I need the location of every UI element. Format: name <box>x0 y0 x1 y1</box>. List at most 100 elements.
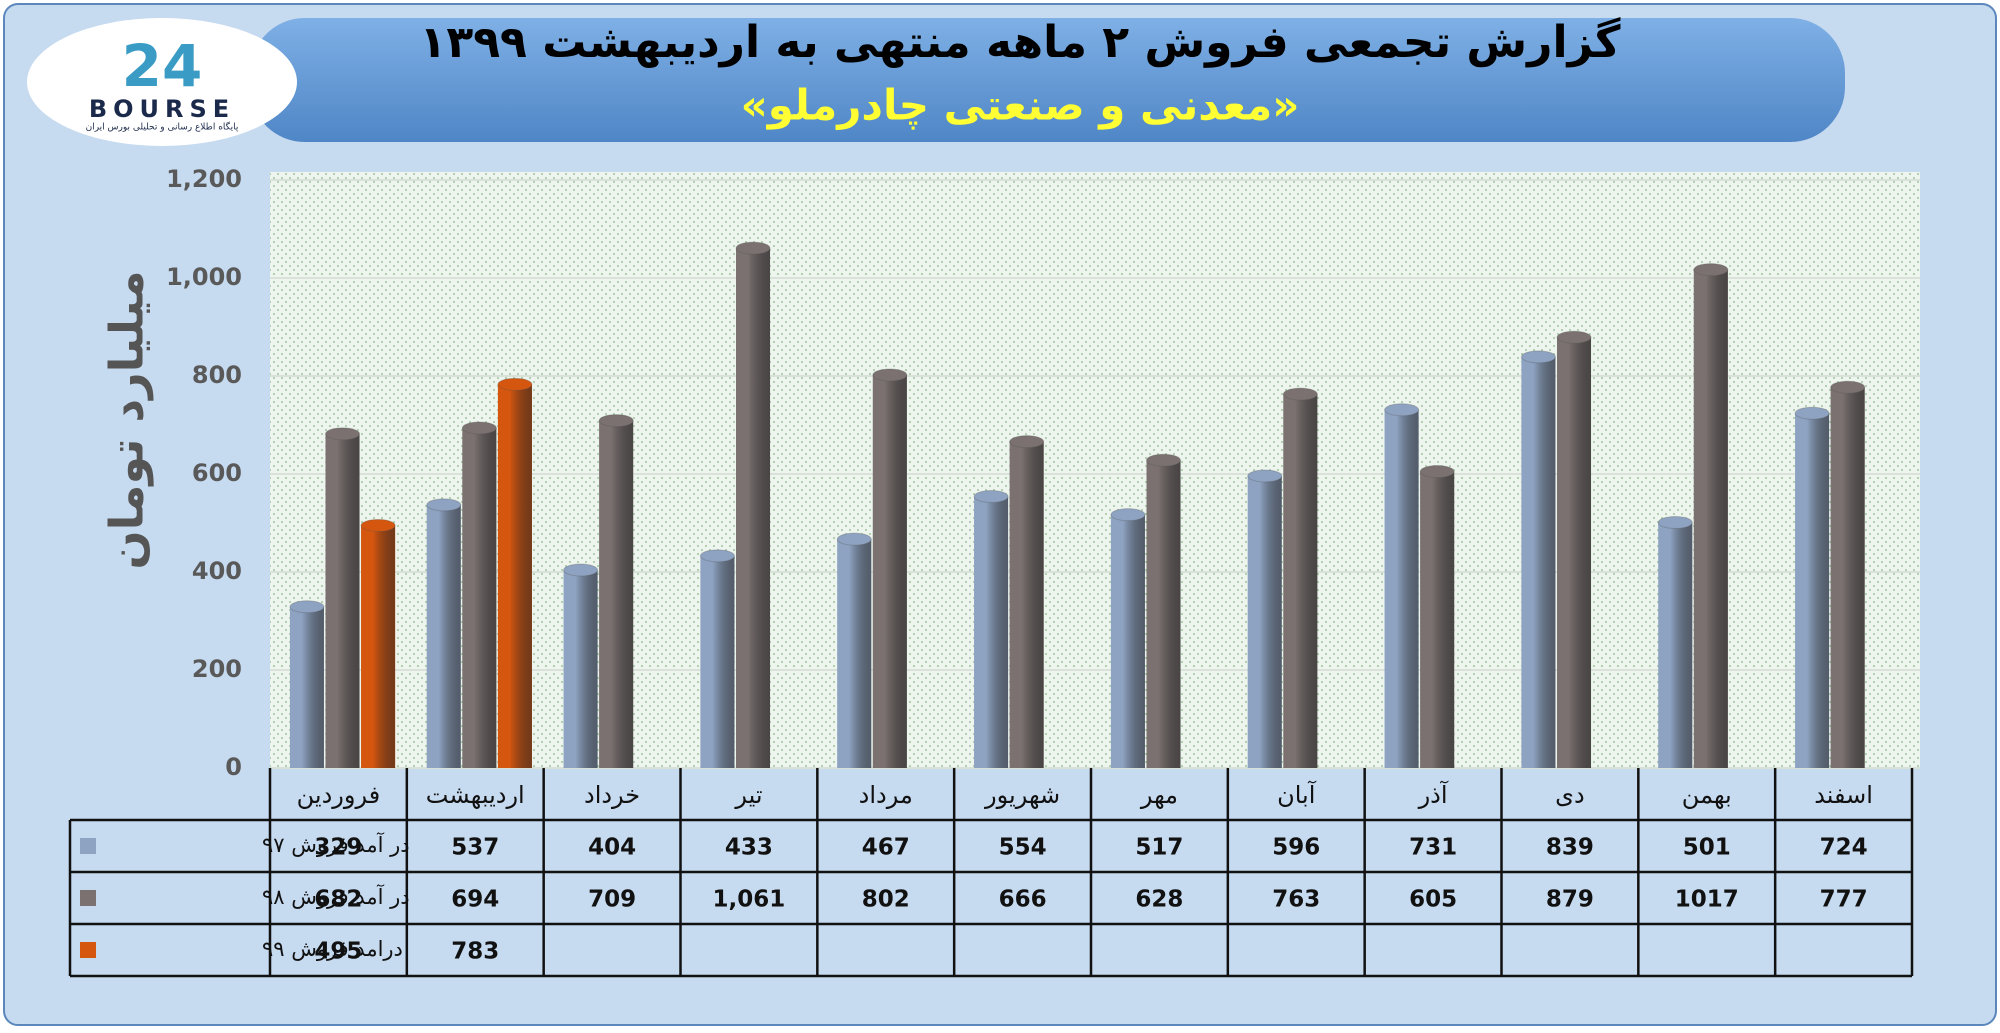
bar-shade <box>289 606 324 768</box>
bar-cap <box>1657 516 1693 530</box>
table-cell: 777 <box>1820 887 1868 913</box>
y-tick-label: 0 <box>225 753 242 781</box>
bar-cap <box>461 421 497 435</box>
table-cell: 879 <box>1546 887 1594 913</box>
y-tick-label: 600 <box>192 459 242 487</box>
x-tick-label: آبان <box>1277 780 1317 809</box>
table-cell: 329 <box>314 835 362 861</box>
bar-cap <box>1110 508 1146 522</box>
bar-cap <box>1247 469 1283 483</box>
bar-shade <box>1146 460 1181 768</box>
table-cell: 802 <box>862 887 910 913</box>
bar-cap <box>699 549 735 563</box>
bar-shade <box>462 427 497 768</box>
table-cell: 467 <box>862 835 910 861</box>
title-banner <box>250 18 1845 142</box>
table-cell: 596 <box>1272 835 1320 861</box>
y-tick-label: 1,200 <box>166 165 242 193</box>
x-tick-label: شهریور <box>984 781 1060 809</box>
bar-shade <box>1247 475 1282 768</box>
table-cell: 517 <box>1135 835 1183 861</box>
x-tick-label: آذر <box>1418 780 1449 809</box>
bar-shade <box>1795 413 1830 768</box>
logo-tagline: پایگاه اطلاع رسانی و تحلیلی بورس ایران <box>86 121 239 133</box>
bar-cap <box>1282 387 1318 401</box>
x-tick-label: خرداد <box>584 781 640 809</box>
bar-cap <box>598 414 634 428</box>
y-tick-label: 1,000 <box>166 263 242 291</box>
table-cell: 501 <box>1683 835 1731 861</box>
x-tick-label: مرداد <box>859 781 913 809</box>
bar-shade <box>974 496 1009 768</box>
table-cell: 628 <box>1135 887 1183 913</box>
table-cell: 605 <box>1409 887 1457 913</box>
bar-shade <box>426 504 461 768</box>
x-tick-label: اسفند <box>1814 781 1873 809</box>
legend-swatch <box>80 890 96 906</box>
x-tick-label: دی <box>1555 781 1584 809</box>
bar-shade <box>1283 394 1318 768</box>
x-tick-label: بهمن <box>1682 781 1732 809</box>
bar-cap <box>1146 453 1182 467</box>
bar-cap <box>325 427 361 441</box>
table-cell: 1017 <box>1675 887 1739 913</box>
table-cell: 495 <box>314 939 362 965</box>
table-cell: 682 <box>314 887 362 913</box>
x-tick-label: مهر <box>1140 781 1178 809</box>
table-cell: 694 <box>451 887 499 913</box>
legend-label: در آمد فروش ۹۸ <box>262 884 410 909</box>
bar-shade <box>325 433 360 768</box>
table-cell: 731 <box>1409 835 1457 861</box>
bar-shade <box>1658 522 1693 768</box>
bar-cap <box>1693 263 1729 277</box>
bar-cap <box>563 563 599 577</box>
bar-shade <box>563 570 598 768</box>
table-cell: 537 <box>451 835 499 861</box>
bar-cap <box>1830 380 1866 394</box>
logo-name: BOURSE <box>89 95 235 123</box>
bar-shade <box>700 555 735 768</box>
bar-shade <box>497 384 532 768</box>
bar-cap <box>836 532 872 546</box>
x-tick-label: تیر <box>734 781 762 809</box>
logo-mark: 24 <box>122 32 203 100</box>
bar-shade <box>1110 514 1145 768</box>
bar-cap <box>1556 330 1592 344</box>
bar-cap <box>289 600 325 614</box>
bar-cap <box>426 498 462 512</box>
y-tick-label: 400 <box>192 557 242 585</box>
legend-label: در آمد فروش ۹۷ <box>262 832 410 857</box>
chart-title: گزارش تجمعی فروش ۲ ماهه منتهی به اردیبهش… <box>419 16 1620 68</box>
plot-area <box>270 172 1920 768</box>
table-cell: 1,061 <box>713 887 786 913</box>
table-cell: 433 <box>725 835 773 861</box>
table-cell: 724 <box>1820 835 1868 861</box>
bar-cap <box>497 377 533 391</box>
bar-cap <box>973 490 1009 504</box>
legend-swatch <box>80 942 96 958</box>
bar-shade <box>1521 356 1556 768</box>
bar-shade <box>1009 441 1044 768</box>
table-cell: 666 <box>999 887 1047 913</box>
bar-cap <box>360 518 396 532</box>
table-cell: 839 <box>1546 835 1594 861</box>
table-cell: 554 <box>999 835 1047 861</box>
y-tick-label: 800 <box>192 361 242 389</box>
bar-cap <box>1009 435 1045 449</box>
table-cell: 783 <box>451 939 499 965</box>
logo: 24 BOURSE پایگاه اطلاع رسانی و تحلیلی بو… <box>27 18 297 146</box>
bar-cap <box>1384 403 1420 417</box>
y-axis-label: میلیارد تومان <box>100 270 154 569</box>
bar-shade <box>1693 269 1728 768</box>
bar-cap <box>1520 350 1556 364</box>
bar-shade <box>1384 409 1419 768</box>
bar-shade <box>1830 387 1865 768</box>
bar-cap <box>872 368 908 382</box>
bar-shade <box>599 420 634 768</box>
bar-shade <box>1420 471 1455 768</box>
chart-subtitle: «معدنی و صنعتی چادرملو» <box>741 81 1300 131</box>
bar-shade <box>837 539 872 768</box>
bar-cap <box>1794 406 1830 420</box>
bar-shade <box>736 248 771 769</box>
